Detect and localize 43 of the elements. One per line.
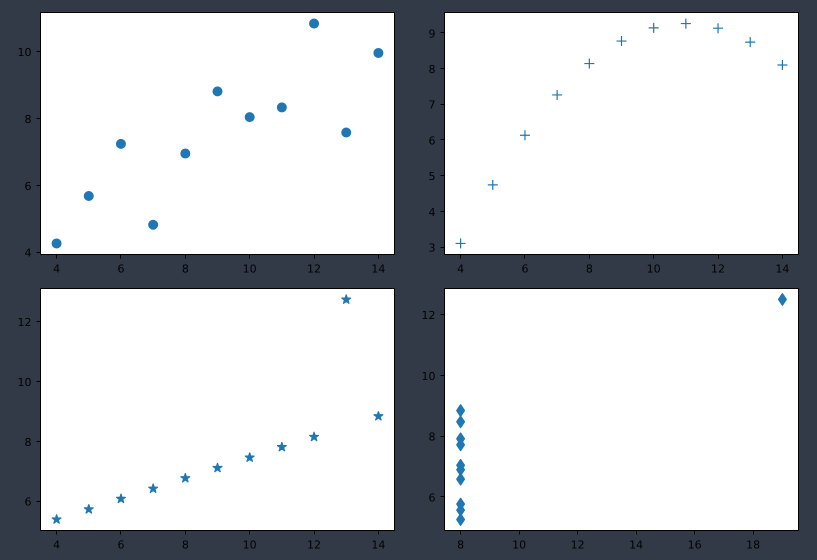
x-tick-label: 10 xyxy=(646,262,661,276)
x-tick-label: 12 xyxy=(307,538,322,552)
y-tick-label: 4 xyxy=(24,246,32,260)
y-tick-label: 9 xyxy=(428,27,436,40)
x-tick-label: 12 xyxy=(307,262,322,276)
y-tick-label: 6 xyxy=(428,134,436,148)
x-tick-label: 12 xyxy=(570,538,585,552)
x-tick-label: 6 xyxy=(117,262,124,276)
y-tick-label: 10 xyxy=(18,46,32,60)
y-tick-label: 6 xyxy=(24,496,32,509)
y-tick-label: 12 xyxy=(18,316,32,330)
y-tick-label: 4 xyxy=(428,206,436,219)
y-tick-label: 6 xyxy=(24,180,32,193)
x-tick-label: 10 xyxy=(512,538,526,552)
x-tick-label: 18 xyxy=(746,538,760,552)
x-tick-label: 14 xyxy=(371,262,386,276)
x-tick-label: 6 xyxy=(521,262,528,276)
x-tick-label: 6 xyxy=(117,538,124,552)
x-tick-label: 4 xyxy=(457,262,464,276)
y-tick-label: 8 xyxy=(428,430,436,444)
y-tick-label: 10 xyxy=(422,370,436,383)
x-tick-label: 8 xyxy=(182,262,189,276)
x-tick-label: 16 xyxy=(688,538,702,552)
x-tick-label: 8 xyxy=(182,538,189,552)
y-tick-label: 8 xyxy=(428,63,436,76)
x-tick-label: 12 xyxy=(711,262,726,276)
y-tick-label: 8 xyxy=(24,112,32,126)
y-tick-label: 3 xyxy=(428,242,436,255)
x-tick-label: 14 xyxy=(629,538,644,552)
x-tick-label: 4 xyxy=(53,262,60,276)
x-tick-label: 14 xyxy=(371,538,386,552)
y-tick-label: 10 xyxy=(18,376,32,390)
x-tick-label: 8 xyxy=(586,262,593,276)
x-tick-label: 8 xyxy=(457,538,464,552)
y-tick-label: 8 xyxy=(24,436,32,449)
x-tick-label: 4 xyxy=(53,538,60,552)
y-tick-label: 5 xyxy=(428,170,436,184)
y-tick-label: 6 xyxy=(428,491,436,504)
x-tick-label: 14 xyxy=(775,262,790,276)
y-tick-label: 7 xyxy=(428,98,436,112)
y-tick-label: 12 xyxy=(422,309,436,322)
x-tick-label: 10 xyxy=(242,262,257,276)
x-tick-label: 10 xyxy=(242,538,257,552)
